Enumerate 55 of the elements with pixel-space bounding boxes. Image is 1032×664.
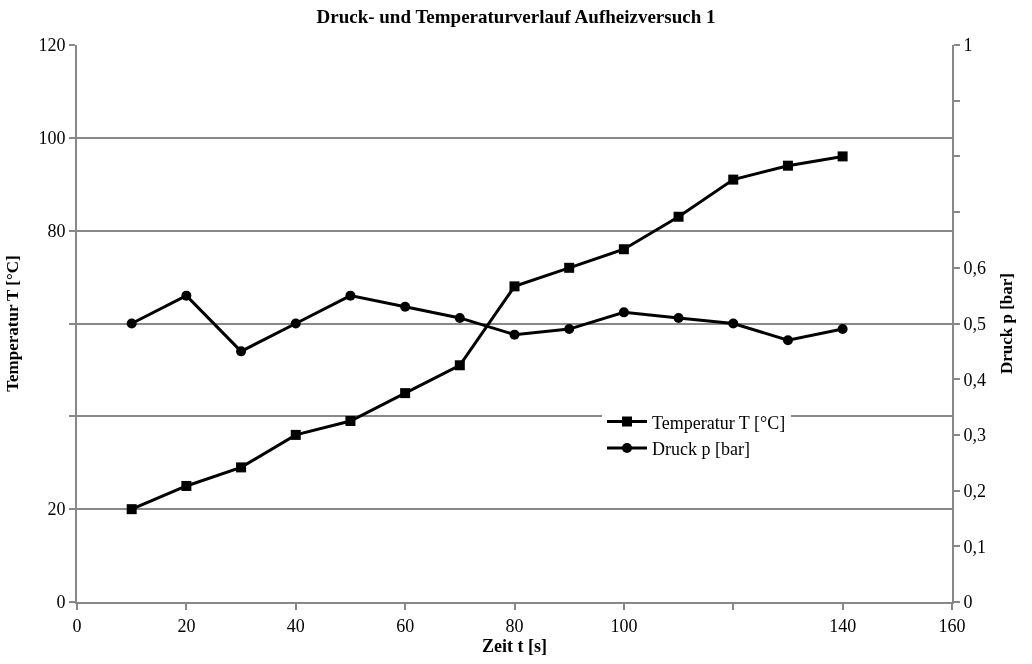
point xyxy=(181,290,192,301)
point xyxy=(181,480,192,491)
point xyxy=(564,262,575,273)
point xyxy=(673,211,684,222)
x-tick-label: 40 xyxy=(286,615,305,636)
y2-tick-label: 0,1 xyxy=(963,536,987,557)
y2-tick-label: 0,5 xyxy=(963,313,987,334)
point xyxy=(400,301,411,312)
y2-axis-title: Druck p [bar] xyxy=(997,272,1016,375)
y2-tick-label: 0,4 xyxy=(963,369,987,390)
point xyxy=(782,160,793,171)
x-axis-title: Zeit t [s] xyxy=(482,635,547,656)
point xyxy=(454,360,465,371)
x-tick-label: 60 xyxy=(396,615,415,636)
chart-title: Druck- und Temperaturverlauf Aufheizversuch 1 xyxy=(316,6,716,28)
y2-tick-label: 0,3 xyxy=(963,425,987,446)
point xyxy=(236,346,247,357)
y2-tick-label: 1 xyxy=(963,35,973,56)
y-tick-label: 120 xyxy=(38,35,66,56)
y2-tick-label: 0 xyxy=(963,592,973,613)
y-axis-title: Temperatur T [°C] xyxy=(3,255,23,392)
x-tick-label: 140 xyxy=(829,615,857,636)
x-tick-label: 160 xyxy=(938,615,966,636)
point xyxy=(837,151,848,162)
point xyxy=(837,324,848,335)
point xyxy=(782,335,793,346)
legend-label: Druck p [bar] xyxy=(652,439,750,460)
y-tick-label: 0 xyxy=(56,592,66,613)
point xyxy=(236,462,247,473)
point xyxy=(673,312,684,323)
point xyxy=(509,281,520,292)
x-tick-label: 20 xyxy=(177,615,196,636)
x-tick-label: 80 xyxy=(505,615,524,636)
point xyxy=(126,318,137,329)
legend-label: Temperatur T [°C] xyxy=(652,412,786,433)
x-tick-label: 100 xyxy=(610,615,638,636)
point xyxy=(454,312,465,323)
point xyxy=(126,504,137,515)
point xyxy=(728,174,739,185)
point xyxy=(728,318,739,329)
y2-tick-label: 0,2 xyxy=(963,480,987,501)
point xyxy=(509,329,520,340)
y-tick-label: 80 xyxy=(47,220,66,241)
point xyxy=(290,429,301,440)
y-tick-label: 20 xyxy=(47,499,66,520)
point xyxy=(618,307,629,318)
point xyxy=(345,415,356,426)
point xyxy=(618,244,629,255)
x-tick-label: 0 xyxy=(72,615,82,636)
point xyxy=(290,318,301,329)
y-tick-label: 100 xyxy=(38,128,66,149)
y2-tick-label: 0,6 xyxy=(963,258,987,279)
point xyxy=(345,290,356,301)
point xyxy=(564,324,575,335)
point xyxy=(400,388,411,399)
